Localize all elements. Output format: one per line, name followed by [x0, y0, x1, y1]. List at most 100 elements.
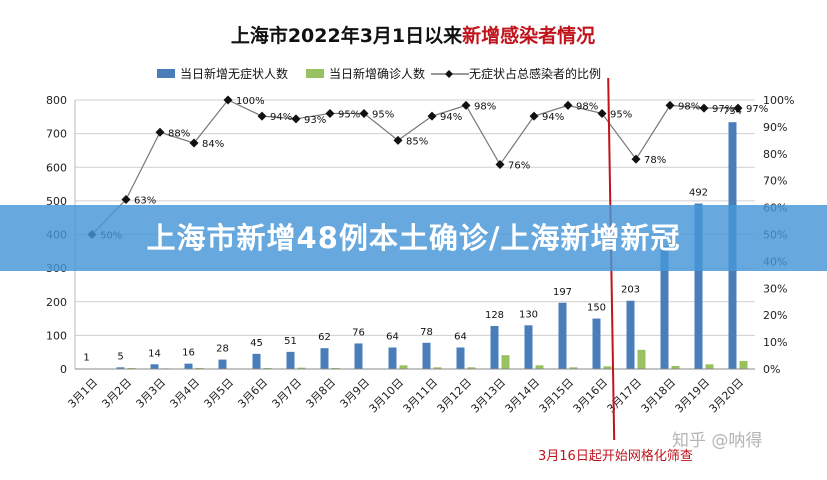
ratio-data-label: 97%: [746, 104, 768, 115]
x-tick-label: 3月14日: [503, 376, 543, 416]
ratio-data-label: 95%: [372, 109, 394, 120]
bar-data-label: 64: [454, 331, 467, 342]
chart-title-part2: 新增感染者情况: [462, 24, 595, 47]
legend-label: 当日新增无症状人数: [180, 66, 288, 81]
bar-asymptomatic: [559, 303, 567, 369]
y-right-tick-label: 70%: [763, 175, 787, 188]
x-tick-label: 3月11日: [401, 376, 441, 416]
ratio-data-label: 78%: [644, 155, 666, 166]
bar-confirmed: [400, 365, 408, 369]
ratio-data-label: 94%: [270, 112, 292, 123]
bar-data-label: 492: [689, 188, 708, 199]
bar-asymptomatic: [151, 364, 159, 369]
bar-confirmed: [536, 365, 544, 369]
bar-asymptomatic: [185, 364, 193, 369]
bar-data-label: 14: [148, 348, 161, 359]
ratio-data-label: 95%: [610, 109, 632, 120]
y-left-tick-label: 0: [60, 363, 67, 376]
ratio-data-label: 98%: [474, 101, 496, 112]
bar-asymptomatic: [423, 343, 431, 369]
bar-data-label: 28: [216, 344, 229, 355]
bar-asymptomatic: [457, 347, 465, 369]
overlay-banner-text: 上海市新增48例本土确诊/上海新增新冠: [0, 205, 827, 271]
ratio-point: [598, 109, 607, 118]
bar-confirmed: [638, 350, 646, 369]
bar-confirmed: [740, 361, 748, 369]
y-right-tick-label: 90%: [763, 121, 787, 134]
ratio-point: [428, 112, 437, 121]
x-tick-label: 3月16日: [571, 376, 611, 416]
x-tick-label: 3月19日: [673, 376, 713, 416]
legend-label: 无症状占总感染者的比例: [469, 66, 601, 81]
watermark: 知乎 @呐得: [672, 426, 762, 451]
x-tick-label: 3月12日: [435, 376, 475, 416]
bar-data-label: 203: [621, 285, 640, 296]
bar-confirmed: [706, 364, 714, 369]
ratio-data-label: 98%: [678, 101, 700, 112]
x-tick-label: 3月3日: [133, 376, 168, 411]
bar-asymptomatic: [219, 360, 227, 369]
bar-asymptomatic: [355, 343, 363, 369]
x-tick-label: 3月17日: [605, 376, 645, 416]
ratio-point: [700, 104, 709, 113]
x-tick-label: 3月8日: [303, 376, 338, 411]
y-left-tick-label: 200: [46, 296, 67, 309]
y-right-tick-label: 10%: [763, 336, 787, 349]
x-tick-label: 3月4日: [167, 376, 202, 411]
chart-title: 上海市2022年3月1日以来新增感染者情况: [231, 24, 595, 47]
bar-asymptomatic: [321, 348, 329, 369]
x-tick-label: 3月20日: [707, 376, 747, 416]
x-tick-label: 3月6日: [235, 376, 270, 411]
bar-asymptomatic: [389, 347, 397, 369]
bar-data-label: 1: [83, 353, 89, 364]
ratio-point: [258, 112, 267, 121]
legend-swatch-confirmed: [306, 69, 324, 78]
x-tick-label: 3月13日: [469, 376, 509, 416]
y-left-tick-label: 600: [46, 161, 67, 174]
y-left-tick-label: 100: [46, 329, 67, 342]
x-tick-label: 3月7日: [269, 376, 304, 411]
bar-data-label: 128: [485, 310, 504, 321]
ratio-data-label: 95%: [338, 109, 360, 120]
bar-data-label: 130: [519, 309, 538, 320]
bar-asymptomatic: [525, 325, 533, 369]
y-left-tick-label: 700: [46, 128, 67, 141]
y-right-tick-label: 80%: [763, 148, 787, 161]
bar-asymptomatic: [253, 354, 261, 369]
legend: 当日新增无症状人数当日新增确诊人数无症状占总感染者的比例: [157, 66, 601, 81]
ratio-data-label: 76%: [508, 161, 530, 172]
bar-data-label: 76: [352, 327, 365, 338]
ratio-data-label: 85%: [406, 136, 428, 147]
ratio-data-label: 84%: [202, 139, 224, 150]
bar-asymptomatic: [627, 301, 635, 369]
ratio-point: [564, 101, 573, 110]
ratio-point: [462, 101, 471, 110]
legend-marker: [445, 70, 453, 78]
ratio-point: [666, 101, 675, 110]
ratio-point: [156, 128, 165, 137]
x-tick-label: 3月15日: [537, 376, 577, 416]
y-right-tick-label: 20%: [763, 309, 787, 322]
bar-data-label: 16: [182, 348, 195, 359]
x-tick-label: 3月1日: [65, 376, 100, 411]
bar-data-label: 64: [386, 331, 399, 342]
ratio-point: [292, 114, 301, 123]
bar-data-label: 150: [587, 303, 606, 314]
ratio-point: [632, 155, 641, 164]
bar-confirmed: [502, 355, 510, 369]
overlay-banner: 上海市新增48例本土确诊/上海新增新冠: [0, 205, 827, 271]
ratio-data-label: 97%: [712, 104, 734, 115]
bar-data-label: 197: [553, 287, 572, 298]
bar-asymptomatic: [593, 319, 601, 369]
y-right-tick-label: 30%: [763, 282, 787, 295]
bar-data-label: 45: [250, 338, 263, 349]
y-right-tick-label: 0%: [763, 363, 780, 376]
annotation-caption: 3月16日起开始网格化筛查: [538, 448, 693, 464]
ratio-point: [530, 112, 539, 121]
x-tick-label: 3月2日: [99, 376, 134, 411]
bar-data-label: 78: [420, 327, 433, 338]
y-left-tick-label: 800: [46, 94, 67, 107]
ratio-point: [326, 109, 335, 118]
